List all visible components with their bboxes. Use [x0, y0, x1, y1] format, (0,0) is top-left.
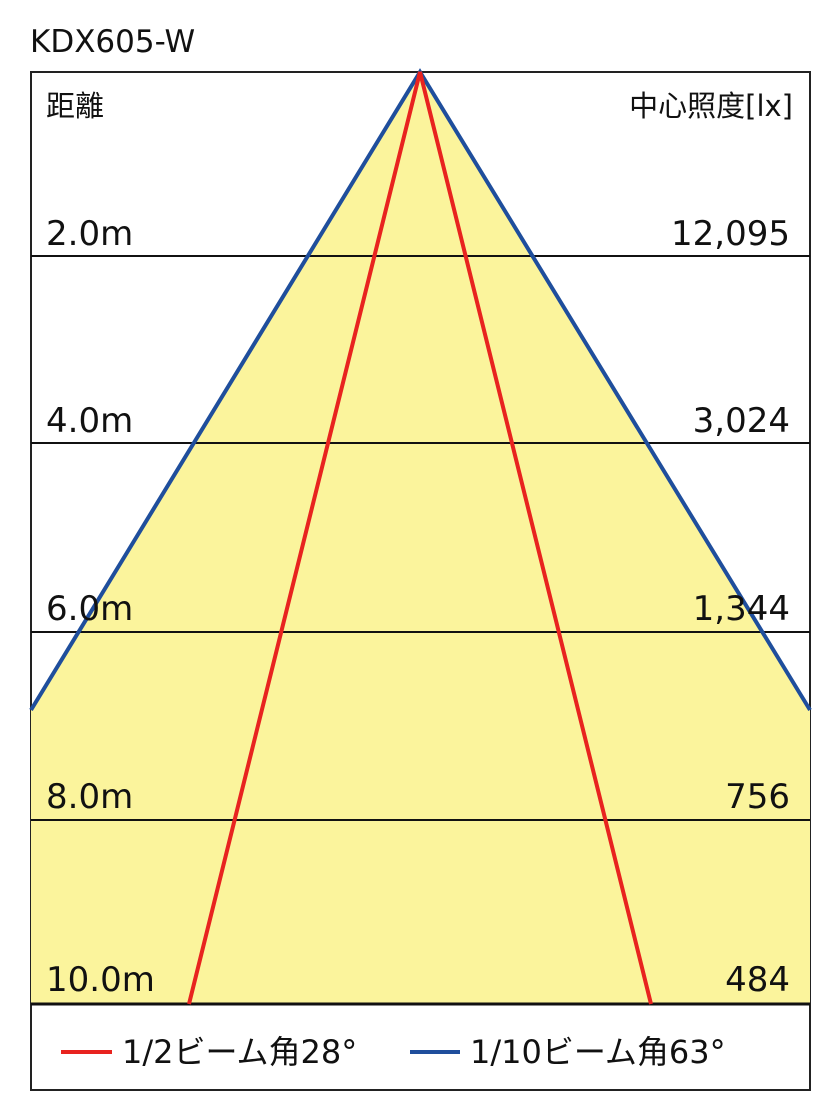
illuminance-value: 1,344 — [693, 589, 790, 629]
diagram-title: KDX605-W — [30, 24, 195, 60]
distance-label: 4.0m — [46, 401, 133, 441]
illuminance-value: 12,095 — [671, 214, 790, 254]
legend-label-tenth-beam: 1/10ビーム角63° — [470, 1033, 726, 1071]
beam-fill-area — [31, 72, 810, 1004]
illuminance-value: 484 — [725, 960, 790, 1000]
illuminance-value: 3,024 — [693, 401, 790, 441]
distance-label: 2.0m — [46, 214, 133, 254]
distance-header: 距離 — [46, 89, 104, 123]
distance-label: 8.0m — [46, 777, 133, 817]
legend-label-half-beam: 1/2ビーム角28° — [122, 1033, 357, 1071]
distance-label: 10.0m — [46, 960, 155, 1000]
illuminance-header: 中心照度[lx] — [629, 89, 793, 123]
illuminance-value: 756 — [725, 777, 790, 817]
half-beam-lines — [187, 71, 653, 1005]
legend: 1/2ビーム角28° 1/10ビーム角63° — [61, 1033, 726, 1071]
distance-gridlines — [31, 255, 810, 1006]
distance-label: 6.0m — [46, 589, 133, 629]
